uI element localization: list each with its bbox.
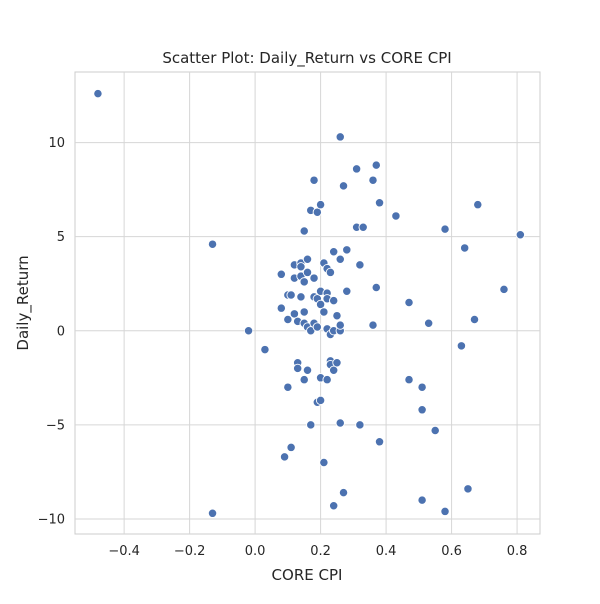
scatter-point bbox=[306, 420, 316, 430]
scatter-point bbox=[332, 358, 342, 368]
scatter-point bbox=[207, 508, 218, 518]
scatter-point bbox=[342, 245, 352, 255]
scatter-point bbox=[338, 487, 349, 498]
x-tick-label: 0.0 bbox=[245, 544, 266, 559]
scatter-point bbox=[325, 267, 336, 278]
scatter-point bbox=[283, 314, 293, 325]
scatter-point bbox=[299, 226, 309, 236]
scatter-point bbox=[335, 132, 345, 142]
plot-area bbox=[74, 71, 541, 535]
scatter-point bbox=[332, 311, 342, 321]
y-tick-label: 0 bbox=[57, 324, 65, 339]
scatter-point bbox=[289, 309, 300, 319]
scatter-point bbox=[319, 307, 329, 317]
scatter-point bbox=[296, 262, 306, 272]
scatter-point bbox=[374, 437, 385, 447]
scatter-point bbox=[424, 318, 434, 328]
scatter-point bbox=[338, 181, 349, 191]
scatter-point bbox=[283, 382, 293, 392]
scatter-point bbox=[469, 314, 480, 325]
scatter-point bbox=[286, 290, 296, 300]
y-axis-label: Daily_Return bbox=[14, 255, 33, 350]
scatter-point bbox=[368, 320, 378, 330]
scatter-point bbox=[417, 405, 427, 415]
scatter-point bbox=[460, 243, 470, 253]
data-points bbox=[93, 88, 526, 518]
x-tick-label: −0.4 bbox=[108, 544, 140, 559]
scatter-point bbox=[312, 322, 322, 332]
x-tick-label: 0.8 bbox=[507, 544, 528, 559]
scatter-point bbox=[243, 326, 254, 336]
scatter-point bbox=[335, 418, 345, 428]
scatter-point bbox=[374, 198, 385, 208]
scatter-point bbox=[391, 211, 401, 221]
scatter-point bbox=[473, 200, 483, 210]
scatter-point bbox=[329, 501, 339, 511]
scatter-point bbox=[404, 375, 414, 385]
scatter-point bbox=[417, 495, 427, 505]
scatter-point bbox=[358, 222, 368, 232]
scatter-point bbox=[315, 299, 326, 310]
scatter-point bbox=[93, 88, 103, 99]
scatter-point bbox=[335, 254, 345, 264]
scatter-point bbox=[276, 269, 286, 279]
scatter-point bbox=[309, 273, 319, 283]
scatter-point bbox=[499, 284, 509, 295]
scatter-point bbox=[322, 375, 332, 385]
scatter-point bbox=[329, 365, 339, 375]
scatter-point bbox=[515, 230, 526, 240]
scatter-point bbox=[440, 224, 450, 234]
scatter-point bbox=[302, 267, 313, 278]
scatter-point bbox=[371, 160, 381, 170]
scatter-point bbox=[417, 382, 427, 392]
x-tick-label: −0.2 bbox=[174, 544, 206, 559]
scatter-point bbox=[315, 395, 326, 406]
scatter-point bbox=[404, 297, 414, 308]
scatter-point bbox=[456, 341, 467, 351]
scatter-point bbox=[319, 457, 329, 468]
chart-title: Scatter Plot: Daily_Return vs CORE CPI bbox=[162, 49, 451, 68]
scatter-point bbox=[286, 442, 296, 453]
scatter-point bbox=[309, 175, 319, 185]
scatter-point bbox=[299, 375, 309, 385]
x-axis-label: CORE CPI bbox=[272, 566, 343, 584]
scatter-point bbox=[315, 200, 326, 210]
scatter-point bbox=[355, 260, 365, 270]
y-tick-label: −10 bbox=[38, 512, 65, 527]
tick-labels: −0.4 −0.2 0.0 0.2 0.4 0.6 0.8 −10 −5 0 5 10 bbox=[38, 136, 528, 559]
y-tick-label: −5 bbox=[46, 418, 65, 433]
scatter-point bbox=[276, 303, 286, 313]
scatter-point bbox=[302, 254, 313, 264]
scatter-point bbox=[430, 425, 440, 436]
scatter-point bbox=[299, 307, 309, 317]
scatter-point bbox=[302, 365, 313, 375]
scatter-point bbox=[299, 277, 309, 287]
scatter-point bbox=[368, 175, 378, 185]
scatter-point bbox=[312, 207, 322, 217]
scatter-point bbox=[329, 295, 339, 306]
scatter-point bbox=[355, 420, 365, 430]
x-tick-label: 0.4 bbox=[376, 544, 397, 559]
x-tick-label: 0.6 bbox=[441, 544, 462, 559]
y-tick-label: 5 bbox=[57, 230, 65, 245]
scatter-point bbox=[463, 484, 473, 494]
scatter-point bbox=[342, 286, 352, 296]
scatter-point bbox=[351, 164, 362, 174]
scatter-point bbox=[207, 239, 218, 249]
scatter-point bbox=[335, 320, 345, 330]
scatter-point bbox=[296, 292, 306, 302]
scatter-point bbox=[260, 344, 270, 355]
scatter-point bbox=[329, 247, 339, 257]
scatter-point bbox=[279, 452, 290, 462]
x-tick-label: 0.2 bbox=[310, 544, 331, 559]
scatter-point bbox=[371, 282, 381, 293]
scatter-point bbox=[440, 506, 450, 517]
y-tick-label: 10 bbox=[48, 136, 65, 151]
scatter-point bbox=[293, 363, 303, 374]
